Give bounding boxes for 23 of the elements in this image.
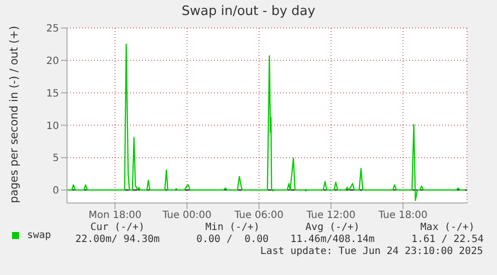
- y-tick-label: 10: [46, 120, 59, 132]
- x-tick-label: Tue 18:00: [377, 210, 428, 222]
- y-tick-label: 15: [46, 88, 59, 100]
- text: Cur (-/+): [89, 222, 146, 233]
- y-tick-label: 25: [46, 24, 59, 35]
- x-tick-label: Tue 00:00: [161, 210, 212, 222]
- x-tick-label: Tue 12:00: [305, 210, 356, 222]
- text: Min (-/+): [204, 222, 261, 233]
- y-tick-label: 5: [52, 153, 59, 164]
- x-tick-label: Mon 18:00: [88, 210, 142, 222]
- text: 22.00m/ 94.30m: [75, 234, 160, 245]
- text: 0.00 / 0.00: [195, 234, 270, 245]
- y-axis-title: pages per second in (-) / out (+): [8, 24, 20, 206]
- text: 11.46m/408.14m: [290, 234, 375, 245]
- text: 1.61 / 22.54: [410, 234, 485, 245]
- y-tick-label: 0: [52, 186, 59, 197]
- chart-title: Swap in/out - by day: [180, 4, 316, 19]
- text: Last update: Tue Jun 24 23:10:00 2025: [260, 246, 483, 257]
- legend-label: swap: [27, 230, 52, 241]
- text: Avg (-/+): [304, 222, 361, 233]
- y-tick-label: 20: [46, 56, 59, 67]
- text: Max (-/+): [419, 222, 476, 233]
- x-tick-label: Tue 06:00: [233, 210, 284, 222]
